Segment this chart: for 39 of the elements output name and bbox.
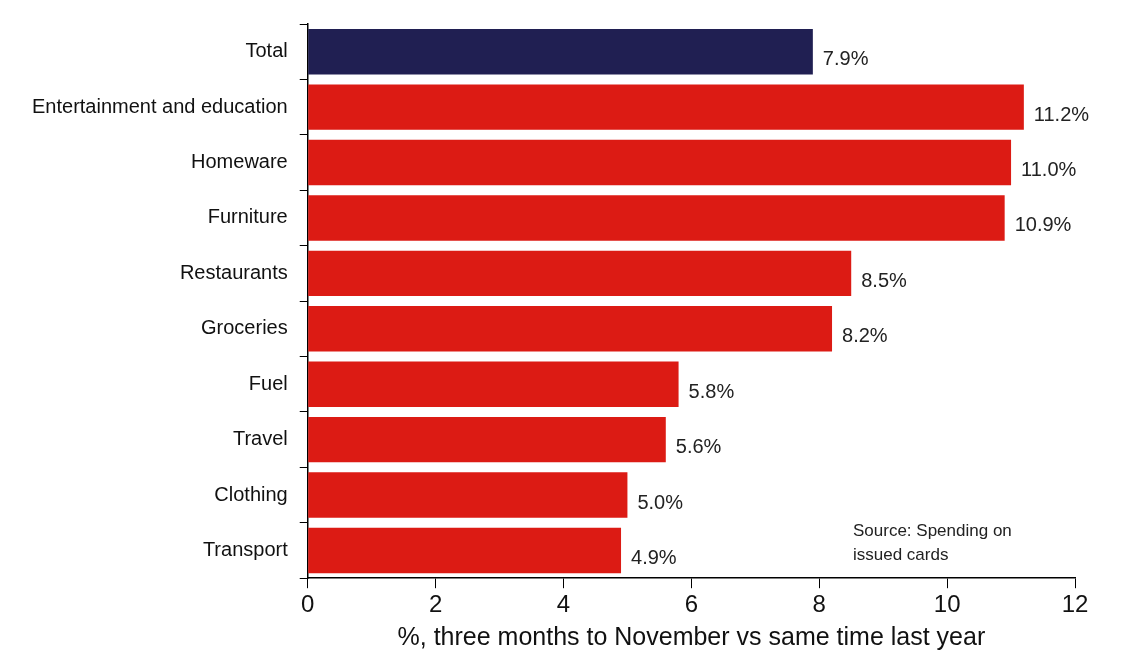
bar bbox=[308, 195, 1005, 241]
bar bbox=[308, 527, 622, 574]
x-tick-label: 8 bbox=[812, 590, 826, 618]
y-tick-label: Restaurants bbox=[179, 260, 288, 283]
data-label: 8.5% bbox=[861, 268, 908, 291]
bar bbox=[308, 139, 1012, 186]
bar bbox=[308, 84, 1024, 130]
annotation: Source: Spending on issued cards bbox=[853, 521, 1012, 565]
y-tick-label: Entertainment and education bbox=[32, 94, 288, 117]
y-tick-label: Travel bbox=[232, 427, 288, 450]
x-tick-label: 0 bbox=[301, 590, 315, 618]
bar bbox=[308, 306, 833, 352]
bar bbox=[308, 250, 852, 297]
x-axis-title: %, three months to November vs same time last year bbox=[397, 621, 986, 650]
bar bbox=[308, 361, 679, 407]
data-label: 5.0% bbox=[637, 490, 684, 513]
data-label: 11.2% bbox=[1033, 102, 1090, 125]
bar bbox=[308, 472, 628, 518]
y-tick-label: Furniture bbox=[207, 205, 288, 228]
x-tick-label: 6 bbox=[684, 590, 699, 618]
data-label: 5.6% bbox=[675, 435, 722, 458]
bar bbox=[308, 28, 813, 75]
x-tick-label: 2 bbox=[428, 590, 443, 618]
y-tick-label: Homeware bbox=[191, 150, 288, 173]
data-label: 5.8% bbox=[688, 379, 735, 402]
data-label: 11.0% bbox=[1021, 158, 1077, 181]
bar bbox=[308, 416, 666, 463]
data-label: 10.9% bbox=[1014, 213, 1072, 236]
y-tick-label: Fuel bbox=[248, 371, 288, 394]
y-tick-label: Clothing bbox=[214, 482, 288, 505]
x-tick-label: 4 bbox=[556, 590, 571, 618]
data-label: 7.9% bbox=[822, 47, 869, 70]
y-tick-label: Transport bbox=[202, 538, 289, 561]
x-tick-label: 10 bbox=[933, 590, 961, 618]
data-label: 8.2% bbox=[842, 324, 888, 347]
x-tick-label: 12 bbox=[1061, 590, 1089, 618]
y-tick-label: Total bbox=[245, 39, 288, 62]
y-tick-label: Groceries bbox=[201, 316, 288, 339]
data-label: 4.9% bbox=[631, 546, 677, 569]
